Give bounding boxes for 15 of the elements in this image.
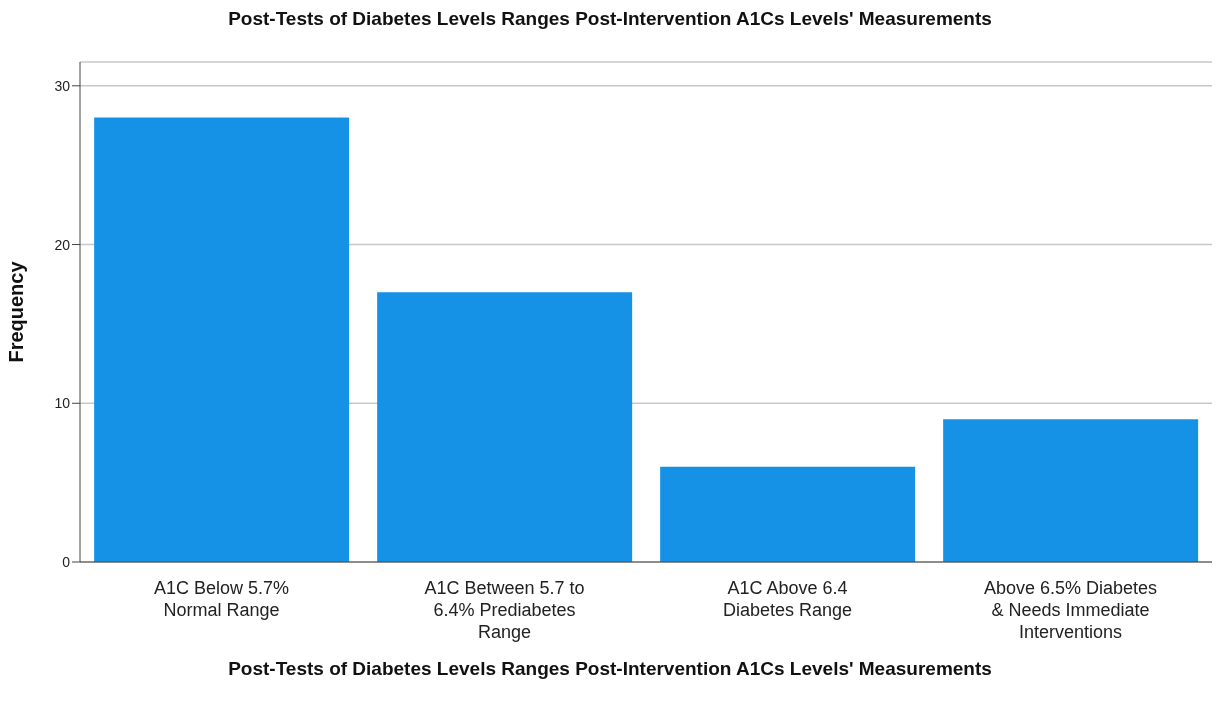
chart-title: Post-Tests of Diabetes Levels Ranges Post-Intervention A1Cs Levels' Measurements (227, 8, 993, 31)
bar (94, 117, 350, 562)
x-tick-label: A1C Between 5.7 to 6.4% Prediabetes Range (424, 578, 585, 642)
x-tick-label: A1C Above 6.4 Diabetes Range (722, 578, 853, 620)
y-axis-title: Frequency (5, 260, 28, 363)
y-tick-label: 30 (54, 77, 71, 94)
bar (660, 466, 916, 562)
bar (943, 419, 1199, 562)
x-tick-label: Above 6.5% Diabetes & Needs Immediate Interventions (983, 578, 1158, 642)
y-tick-label: 20 (54, 236, 71, 253)
bar (377, 292, 633, 562)
x-tick-label: A1C Below 5.7% Normal Range (153, 578, 290, 620)
y-tick-label: 10 (54, 395, 71, 412)
x-axis-title: Post-Tests of Diabetes Levels Ranges Post-Intervention A1Cs Levels' Measurements (227, 658, 993, 680)
y-tick-label: 0 (62, 553, 71, 570)
